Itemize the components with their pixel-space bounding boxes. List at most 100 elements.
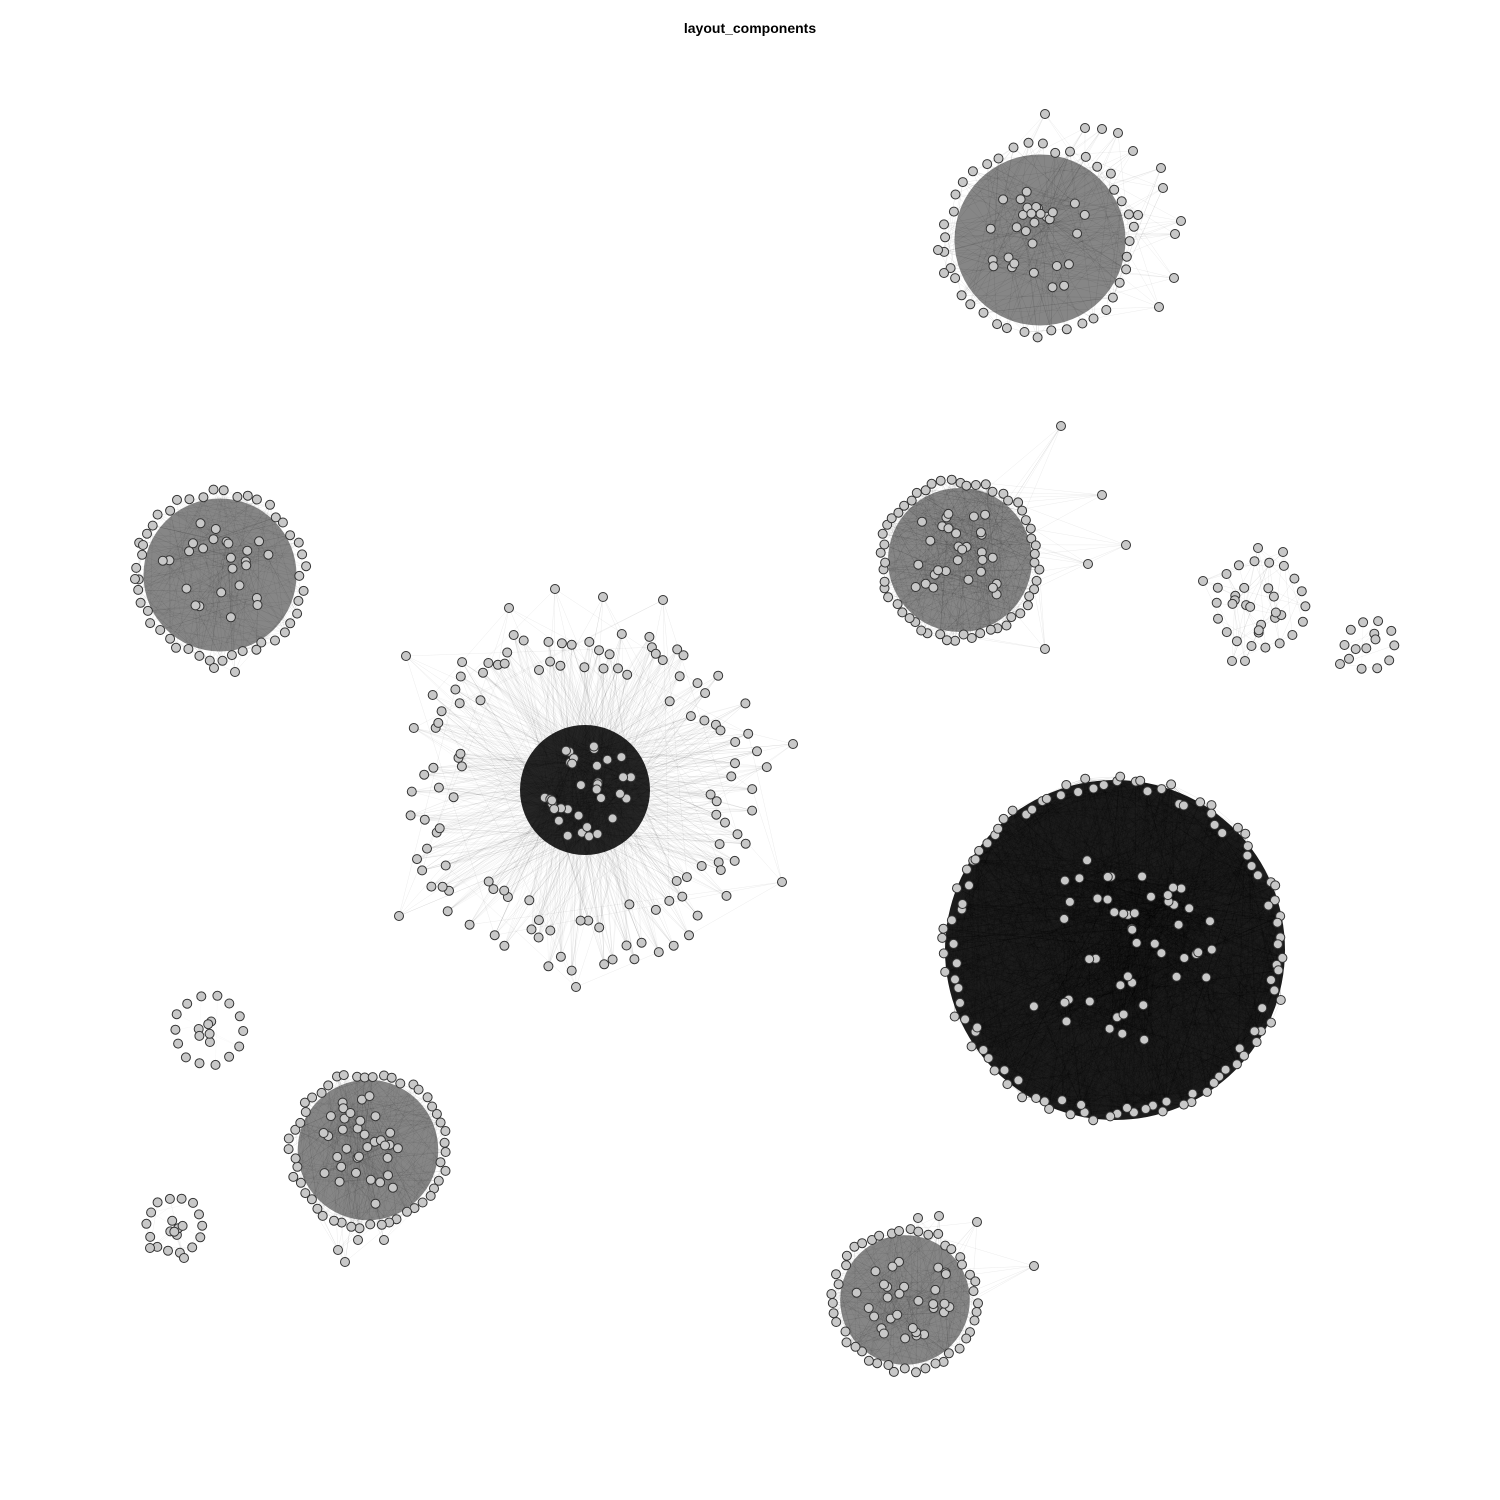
- graph-edge: [1044, 979, 1272, 1102]
- graph-edge: [956, 888, 1063, 1101]
- graph-edge: [621, 653, 657, 758]
- graph-edge: [513, 634, 588, 828]
- graph-edge: [188, 543, 229, 650]
- graph-edge: [597, 833, 642, 943]
- graph-edge: [942, 526, 997, 584]
- graph-edge: [957, 510, 1023, 561]
- graph-edge: [488, 662, 597, 790]
- graph-edge: [951, 479, 992, 630]
- graph-edge: [937, 156, 1086, 251]
- graph-edge: [951, 901, 1169, 921]
- graph-edge: [560, 808, 735, 862]
- graph-edge: [432, 694, 568, 836]
- graph-edge: [538, 743, 794, 921]
- graph-edge: [507, 746, 595, 898]
- graph-edge: [1080, 832, 1223, 1106]
- graph-edge: [581, 647, 653, 833]
- graph-edge: [453, 796, 553, 805]
- graph-edge: [438, 787, 613, 819]
- graph-edge: [1080, 979, 1272, 1106]
- graph-edge: [571, 836, 590, 971]
- graph-edge: [882, 533, 963, 550]
- graph-edge: [410, 784, 581, 816]
- graph-edge: [959, 850, 980, 1003]
- graph-edge: [1086, 802, 1201, 861]
- graph-edge: [411, 791, 627, 799]
- graph-edge: [569, 751, 698, 916]
- graph-edge: [482, 672, 575, 759]
- graph-edge: [883, 528, 949, 570]
- graph-edge: [1238, 565, 1284, 567]
- graph-edge: [149, 534, 291, 624]
- graph-edge: [551, 800, 753, 811]
- graph-edge: [962, 181, 1033, 244]
- graph-edge: [1110, 944, 1279, 1117]
- graph-edge: [597, 701, 670, 785]
- graph-edge: [961, 295, 1113, 298]
- graph-edge: [1006, 272, 1035, 329]
- graph-edge: [1042, 800, 1271, 883]
- graph-edge: [565, 655, 684, 751]
- graph-edge: [504, 836, 590, 891]
- graph-edge: [898, 512, 947, 572]
- graph-edge: [982, 544, 1127, 561]
- graph-edge: [1141, 876, 1238, 1065]
- graph-edge: [589, 833, 738, 837]
- graph-edge: [951, 855, 1248, 921]
- graph-edge: [937, 166, 1098, 251]
- graph-edge: [975, 803, 1180, 1032]
- graph-edge: [630, 777, 683, 897]
- graph-edge: [565, 750, 711, 795]
- graph-edge: [571, 763, 577, 988]
- graph-edge: [1007, 860, 1088, 1085]
- graph-edge: [1064, 898, 1098, 1003]
- graph-edge: [573, 636, 650, 759]
- graph-edge: [149, 551, 190, 624]
- graph-edge: [523, 640, 595, 750]
- graph-edge: [943, 876, 1108, 954]
- graph-edge: [571, 789, 597, 971]
- graph-edge: [152, 525, 214, 540]
- graph-edge: [1197, 805, 1212, 953]
- graph-edge: [1096, 166, 1130, 242]
- graph-edge: [432, 694, 560, 821]
- graph-edge: [554, 808, 727, 897]
- graph-edge: [971, 1046, 1192, 1103]
- graph-edge: [1235, 595, 1246, 662]
- graph-edge: [975, 850, 980, 1032]
- graph-edge: [1232, 551, 1284, 605]
- graph-edge: [138, 523, 201, 580]
- graph-edge: [529, 777, 632, 901]
- graph-edge: [942, 425, 1062, 527]
- graph-edge: [1046, 798, 1065, 919]
- graph-edge: [1243, 587, 1246, 662]
- graph-edge: [571, 763, 589, 921]
- graph-edge: [410, 751, 570, 816]
- graph-edge: [569, 762, 581, 921]
- graph-edge: [927, 570, 939, 634]
- graph-edge: [581, 832, 600, 928]
- graph-edge: [1033, 845, 1249, 1007]
- graph-edge: [1066, 784, 1085, 1113]
- graph-edge: [985, 514, 1026, 521]
- graph-edge: [904, 500, 1009, 506]
- graph-edge: [1042, 800, 1124, 914]
- graph-edge: [1107, 803, 1180, 878]
- graph-edge: [1066, 970, 1279, 1022]
- graph-edge: [954, 912, 1135, 980]
- graph-edge: [1127, 914, 1255, 1032]
- graph-edge: [565, 750, 630, 905]
- graph-edge: [975, 859, 1023, 1098]
- graph-edge: [1096, 166, 1120, 283]
- graph-edge: [962, 903, 1263, 1009]
- graph-edge: [410, 750, 567, 816]
- graph-edge: [1109, 913, 1124, 1029]
- graph-edge: [983, 1049, 1167, 1102]
- graph-edge: [962, 903, 1163, 1112]
- graph-edge: [994, 958, 1096, 1071]
- graph-edge: [1109, 876, 1143, 1029]
- graph-edge: [565, 650, 600, 751]
- graph-edge: [975, 859, 1050, 1109]
- graph-edge: [1084, 778, 1175, 905]
